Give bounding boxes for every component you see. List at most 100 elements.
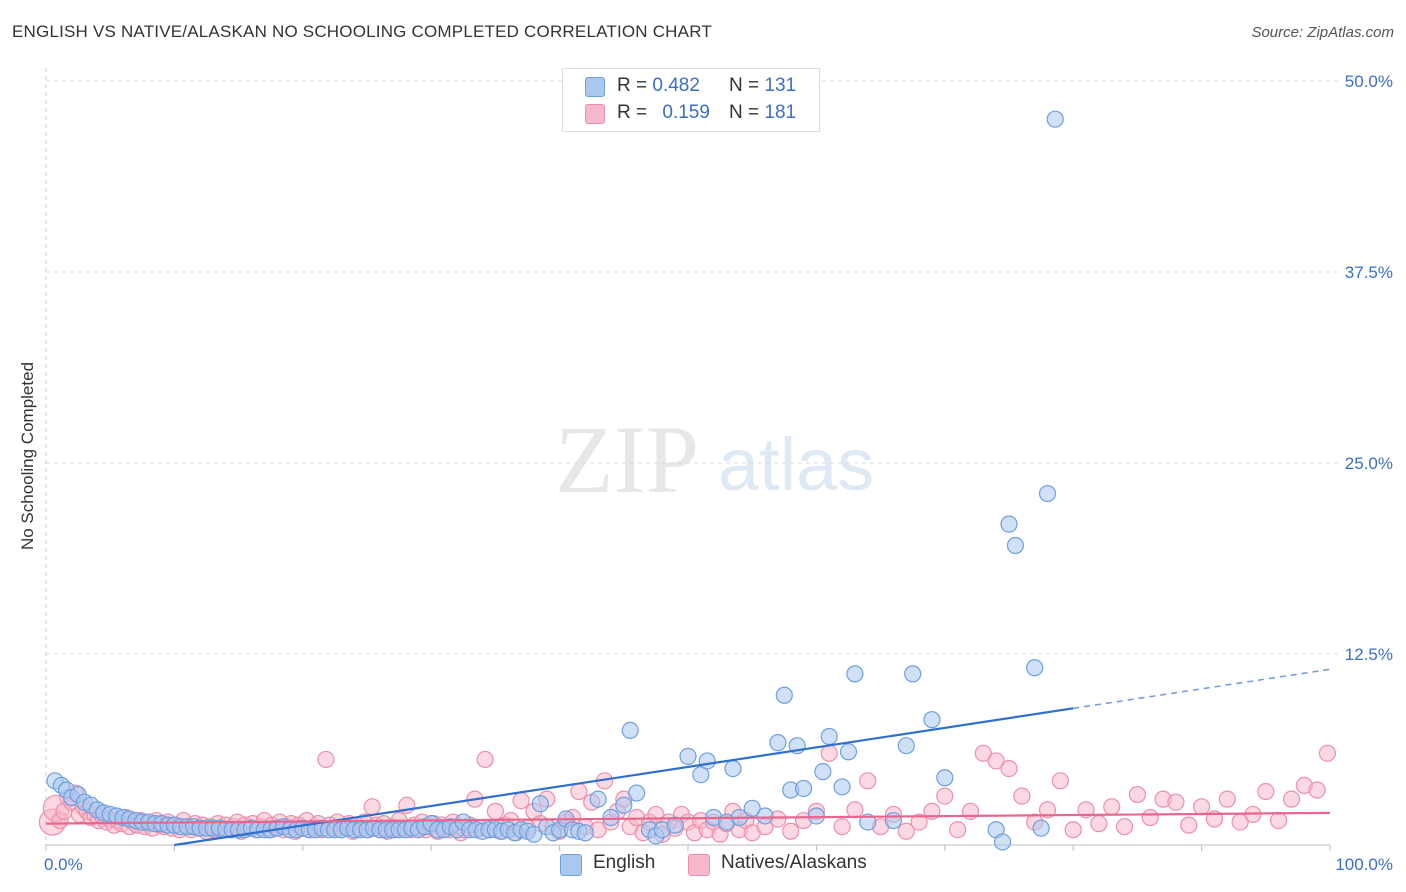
- english-n: N = 131: [729, 75, 797, 96]
- english-point: [621, 721, 639, 740]
- english-point: [884, 811, 903, 830]
- native-point: [1064, 821, 1082, 839]
- native-point: [476, 750, 494, 769]
- native-point: [1257, 782, 1275, 801]
- native-point: [859, 772, 877, 790]
- native-point: [1115, 818, 1134, 836]
- english-point: [1032, 819, 1050, 837]
- english-point: [936, 769, 954, 787]
- english-point: [589, 790, 607, 808]
- english-point: [1000, 515, 1018, 533]
- english-point: [743, 799, 761, 817]
- native-point: [820, 744, 838, 762]
- y-tick-labels: 12.5% 25.0% 37.5% 50.0%: [1345, 72, 1393, 664]
- native-point: [317, 750, 335, 769]
- native-point: [1103, 798, 1121, 816]
- y-tick-label-1: 25.0%: [1345, 454, 1393, 473]
- english-point: [814, 763, 832, 781]
- english-r-value: 0.482: [652, 75, 700, 96]
- source-credit: Source: ZipAtlas.com: [1251, 24, 1394, 41]
- native-point: [1013, 787, 1031, 805]
- native-legend-label: Natives/Alaskans: [721, 852, 867, 873]
- axes: [45, 68, 1331, 851]
- english-point: [839, 743, 858, 761]
- native-point: [1180, 816, 1198, 834]
- native-point: [1128, 785, 1147, 804]
- english-point: [833, 778, 851, 796]
- english-n-value: 131: [764, 75, 797, 96]
- english-point: [820, 727, 838, 746]
- english-point: [769, 734, 787, 752]
- english-point: [615, 796, 633, 814]
- native-point: [1218, 790, 1236, 808]
- english-point: [1026, 659, 1044, 677]
- english-swatch: [585, 77, 605, 97]
- watermark: ZIP atlas: [555, 406, 874, 513]
- english-point: [923, 711, 941, 729]
- english-trend-extension: [1073, 668, 1331, 710]
- english-point: [1046, 110, 1064, 128]
- native-point: [897, 822, 915, 840]
- english-point: [794, 779, 813, 798]
- y-tick-label-2: 37.5%: [1345, 263, 1393, 282]
- native-n-value: 181: [764, 102, 797, 123]
- english-point: [628, 784, 646, 802]
- english-point: [525, 825, 543, 843]
- native-point: [1141, 808, 1159, 827]
- stats-legend: R = 0.482 N = 131 R = 0.159 N = 181: [562, 68, 820, 132]
- watermark-atlas: atlas: [718, 423, 874, 506]
- english-point: [666, 816, 684, 834]
- english-point: [775, 686, 793, 704]
- native-point: [1038, 801, 1057, 819]
- english-point: [679, 747, 697, 765]
- y-tick-label-3: 50.0%: [1345, 72, 1393, 91]
- english-point: [692, 766, 710, 784]
- english-point: [993, 833, 1012, 851]
- english-point: [576, 824, 594, 842]
- native-point: [987, 752, 1005, 770]
- native-point: [1192, 798, 1211, 816]
- native-point: [974, 744, 992, 762]
- y-tick-label-0: 12.5%: [1345, 645, 1393, 664]
- native-point: [486, 802, 504, 820]
- english-point: [698, 752, 716, 770]
- english-legend-swatch: [560, 854, 582, 876]
- native-point: [1318, 744, 1337, 762]
- english-point: [756, 807, 774, 825]
- native-point: [1167, 793, 1185, 811]
- native-point: [782, 822, 800, 840]
- native-point: [833, 818, 851, 836]
- native-point: [846, 801, 864, 819]
- native-point: [1000, 759, 1018, 778]
- native-point: [1090, 815, 1108, 833]
- english-point: [602, 808, 620, 827]
- native-trend-line: [45, 811, 1331, 825]
- english-point: [531, 795, 549, 813]
- native-point: [910, 813, 928, 831]
- x-tick-labels: 0.0% 100.0%: [44, 855, 1393, 874]
- grid-lines: [46, 80, 1338, 655]
- english-point: [1006, 536, 1025, 555]
- native-legend-swatch: [688, 854, 710, 876]
- chart-title: ENGLISH VS NATIVE/ALASKAN NO SCHOOLING C…: [12, 22, 712, 41]
- native-point: [1270, 811, 1288, 830]
- watermark-zip: ZIP: [555, 406, 699, 513]
- native-point: [1205, 810, 1224, 828]
- native-swatch: [585, 104, 605, 124]
- english-point: [1038, 484, 1057, 503]
- english-point: [724, 759, 742, 778]
- trend-lines: [45, 668, 1331, 847]
- native-n: N = 181: [729, 102, 797, 123]
- native-point: [1282, 790, 1301, 808]
- native-r-value: 0.159: [662, 102, 710, 123]
- native-point: [363, 798, 381, 816]
- english-point: [904, 665, 922, 683]
- english-r: R = 0.482: [617, 75, 700, 96]
- english-point: [807, 807, 826, 825]
- native-r: R = 0.159: [617, 102, 710, 123]
- native-point: [936, 787, 954, 805]
- y-axis-label: No Schooling Completed: [18, 362, 37, 550]
- native-point: [570, 782, 588, 801]
- x-tick-label-1: 100.0%: [1335, 855, 1393, 874]
